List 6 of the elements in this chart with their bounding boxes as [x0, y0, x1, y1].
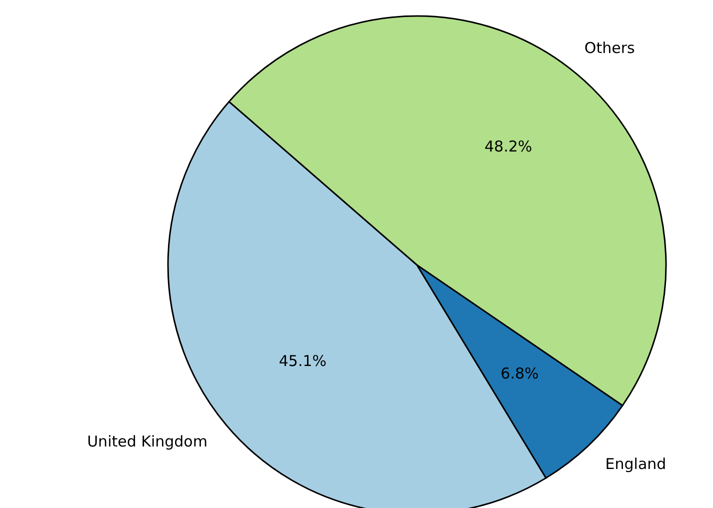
slice-label: Others — [584, 39, 635, 58]
slice-label: England — [605, 454, 666, 473]
data-label: 48.2% — [484, 138, 532, 156]
data-label: 45.1% — [278, 352, 327, 370]
data-label: 6.8% — [500, 364, 539, 383]
slice-label: United Kingdom — [87, 432, 208, 450]
